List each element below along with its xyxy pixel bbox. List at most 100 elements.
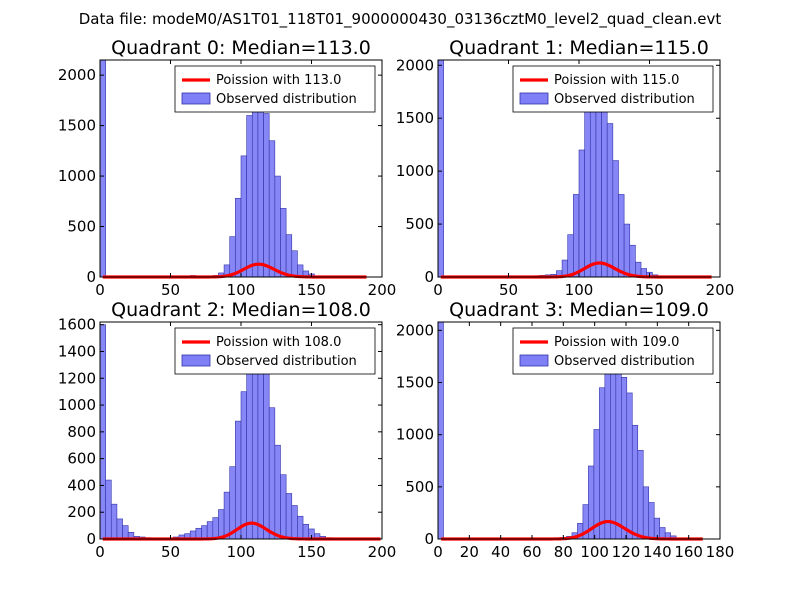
histogram-bar <box>567 234 574 278</box>
y-tick-label: 1400 <box>58 342 96 360</box>
legend-patch-swatch <box>181 92 211 105</box>
histogram-bar <box>246 357 253 540</box>
histogram-bar <box>240 155 247 278</box>
histogram-bar <box>606 123 614 278</box>
x-tick-label: 20 <box>460 543 479 561</box>
x-tick-label: 200 <box>368 543 397 561</box>
x-tick-label: 0 <box>433 281 443 299</box>
quadrant-3-chart: 0 20 40 60 80 100 120 140 160 180 0 500 1000 1500 2000… <box>396 299 735 561</box>
histogram-bar <box>604 371 611 540</box>
histogram-bar <box>297 515 304 540</box>
histogram-bar <box>274 444 281 540</box>
y-tick-label: 500 <box>405 215 434 233</box>
histogram-bar <box>285 493 293 540</box>
legend-line-label: Poission with 109.0 <box>554 335 679 350</box>
histogram-bar <box>251 86 259 278</box>
histogram-bar <box>302 523 309 540</box>
histogram-bar <box>223 491 231 540</box>
legend: Poission with 113.0 Observed distribution <box>174 65 376 113</box>
chart-title: Quadrant 1: Median=115.0 <box>449 37 709 59</box>
x-tick-label: 200 <box>368 281 397 299</box>
figure-suptitle: Data file: modeM0/AS1T01_118T01_90000004… <box>79 10 722 29</box>
histogram-bar <box>637 450 644 540</box>
legend-patch-swatch <box>181 354 211 367</box>
x-tick-label: 40 <box>491 543 510 561</box>
x-tick-label: 140 <box>643 543 672 561</box>
legend: Poission with 115.0 Observed distribution <box>512 65 714 113</box>
y-tick-label: 1000 <box>396 426 434 444</box>
y-tick-label: 1500 <box>58 117 96 135</box>
x-tick-label: 150 <box>297 281 326 299</box>
x-tick-label: 150 <box>635 281 664 299</box>
histogram-bar <box>218 509 225 540</box>
chart-title: Quadrant 3: Median=109.0 <box>449 299 709 321</box>
histogram-bar <box>201 525 208 540</box>
legend-patch-label: Observed distribution <box>554 92 695 107</box>
y-tick-label: 1000 <box>58 167 96 185</box>
x-axis-ticks: 0 20 40 60 80 100 120 140 160 180 <box>433 322 734 561</box>
x-tick-label: 0 <box>95 281 105 299</box>
y-tick-label: 0 <box>86 268 96 286</box>
x-axis-ticks: 0 50 100 150 200 <box>433 60 734 299</box>
y-tick-label: 0 <box>424 530 434 548</box>
legend-patch-label: Observed distribution <box>554 354 695 369</box>
histogram-bar <box>291 250 298 278</box>
histogram-bar <box>285 234 293 278</box>
histogram-bars <box>437 59 659 278</box>
x-tick-label: 100 <box>227 281 256 299</box>
axes-frame <box>437 321 721 540</box>
legend: Poission with 108.0 Observed distribution <box>174 327 376 375</box>
x-tick-label: 50 <box>161 281 180 299</box>
x-tick-label: 200 <box>706 281 735 299</box>
histogram-bar <box>99 59 106 278</box>
histogram-bar <box>122 525 129 540</box>
legend-patch-swatch <box>519 354 549 367</box>
histogram-bar <box>229 236 236 278</box>
y-tick-label: 1500 <box>396 374 434 392</box>
histogram-bar <box>437 321 444 540</box>
y-tick-label: 200 <box>67 503 96 521</box>
legend-patch-swatch <box>519 92 549 105</box>
y-tick-label: 500 <box>405 478 434 496</box>
y-tick-label: 2000 <box>396 56 434 74</box>
x-tick-label: 100 <box>580 543 609 561</box>
legend-line-label: Poission with 113.0 <box>216 73 341 88</box>
histogram-bar <box>235 420 242 540</box>
histogram-bar <box>268 140 276 278</box>
legend-line-label: Poission with 115.0 <box>554 73 679 88</box>
histogram-bar <box>280 208 287 278</box>
y-tick-label: 0 <box>424 268 434 286</box>
histogram-bar <box>263 371 270 540</box>
histogram-bar <box>229 466 236 540</box>
y-tick-label: 400 <box>67 476 96 494</box>
legend-patch-label: Observed distribution <box>216 354 357 369</box>
y-tick-label: 600 <box>67 450 96 468</box>
y-tick-label: 1200 <box>58 369 96 387</box>
histogram-bar <box>648 502 655 540</box>
quadrant-2-chart: 0 50 100 150 200 0 200 400 600 800 1000 1200 1400 160… <box>58 299 397 561</box>
y-tick-label: 1500 <box>396 109 434 127</box>
histogram-bar <box>629 244 636 278</box>
x-tick-label: 180 <box>706 543 735 561</box>
x-tick-label: 50 <box>161 543 180 561</box>
y-axis-ticks: 0 500 1000 1500 2000 <box>396 321 720 548</box>
legend-patch-label: Observed distribution <box>216 92 357 107</box>
legend: Poission with 109.0 Observed distribution <box>512 327 714 375</box>
histogram-bar <box>105 479 112 540</box>
histogram-bar <box>240 391 247 540</box>
histogram-bar <box>578 149 585 278</box>
histogram-bar <box>116 518 123 540</box>
histogram-bar <box>601 96 608 278</box>
histogram-bar <box>110 503 118 540</box>
y-tick-label: 2000 <box>396 321 434 339</box>
y-tick-label: 1000 <box>58 396 96 414</box>
histogram-bar <box>626 392 633 540</box>
x-axis-ticks: 0 50 100 150 200 <box>95 60 396 299</box>
histogram-bar <box>268 407 276 540</box>
y-tick-label: 2000 <box>58 66 96 84</box>
y-tick-label: 800 <box>67 423 96 441</box>
histogram-bar <box>620 376 628 540</box>
x-tick-label: 150 <box>297 543 326 561</box>
